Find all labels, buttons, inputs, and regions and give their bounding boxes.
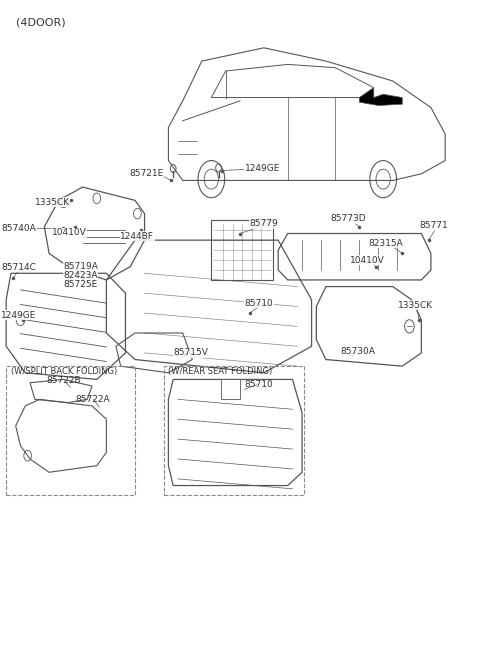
Text: 85740A: 85740A: [1, 224, 36, 232]
Text: 85719A: 85719A: [63, 262, 98, 270]
Text: 10410V: 10410V: [51, 228, 86, 237]
Text: 82315A: 82315A: [369, 239, 404, 248]
Text: 85771: 85771: [419, 221, 448, 230]
Text: 1335CK: 1335CK: [35, 198, 70, 207]
Text: 1249GE: 1249GE: [245, 164, 280, 173]
Text: 85710: 85710: [245, 298, 274, 308]
Text: 85714C: 85714C: [1, 263, 36, 272]
Text: 10410V: 10410V: [350, 256, 384, 264]
Text: 85710: 85710: [245, 380, 274, 389]
Text: 85722B: 85722B: [47, 376, 81, 385]
Text: 85779: 85779: [250, 219, 278, 228]
Text: 85773D: 85773D: [331, 214, 366, 223]
Text: (W/REAR SEAT FOLDING): (W/REAR SEAT FOLDING): [168, 368, 273, 376]
Text: 85721E: 85721E: [130, 169, 164, 178]
Text: 1249GE: 1249GE: [1, 310, 37, 320]
Polygon shape: [221, 380, 240, 400]
Text: (W/SPLIT BACK FOLDING): (W/SPLIT BACK FOLDING): [11, 368, 117, 376]
Text: 85722A: 85722A: [75, 395, 110, 404]
Text: 85715V: 85715V: [173, 348, 208, 358]
Text: 1335CK: 1335CK: [397, 300, 432, 310]
Text: 85730A: 85730A: [340, 347, 375, 356]
Text: 82423A: 82423A: [63, 271, 98, 280]
Text: 85725E: 85725E: [63, 280, 97, 289]
Polygon shape: [360, 88, 402, 105]
Text: (4DOOR): (4DOOR): [16, 18, 65, 28]
Text: 1244BF: 1244BF: [120, 232, 154, 240]
